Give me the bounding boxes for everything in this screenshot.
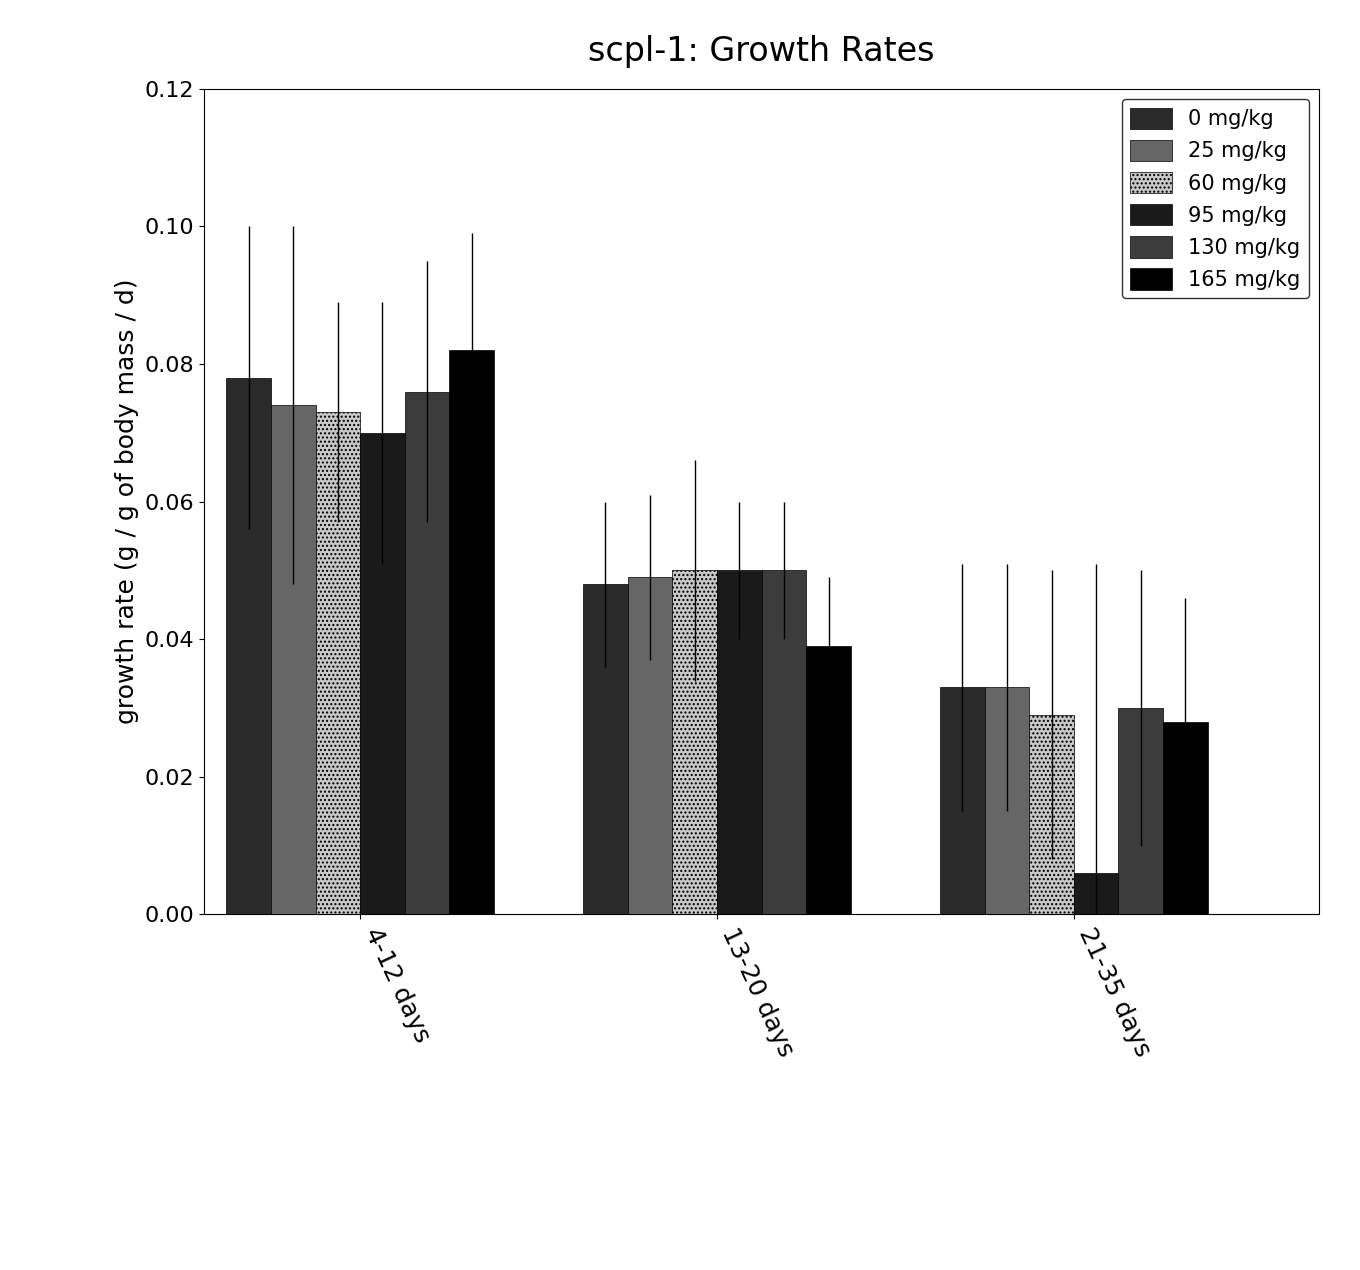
Bar (271, 405, 316, 914)
Bar (360, 433, 405, 914)
Bar (940, 687, 985, 914)
Bar (1163, 721, 1208, 914)
Bar (628, 578, 672, 914)
Bar (316, 413, 360, 914)
Bar (1030, 715, 1074, 914)
Bar (717, 570, 762, 914)
Bar (449, 351, 494, 914)
Title: scpl-1: Growth Rates: scpl-1: Growth Rates (589, 36, 934, 69)
Bar (672, 570, 717, 914)
Bar (405, 391, 449, 914)
Bar (806, 646, 851, 914)
Y-axis label: growth rate (g / g of body mass / d): growth rate (g / g of body mass / d) (116, 279, 139, 724)
Bar (1118, 709, 1163, 914)
Bar (226, 378, 271, 914)
Bar (1074, 874, 1118, 914)
Bar (583, 584, 628, 914)
Legend: 0 mg/kg, 25 mg/kg, 60 mg/kg, 95 mg/kg, 130 mg/kg, 165 mg/kg: 0 mg/kg, 25 mg/kg, 60 mg/kg, 95 mg/kg, 1… (1122, 99, 1308, 298)
Bar (762, 570, 806, 914)
Bar (985, 687, 1030, 914)
